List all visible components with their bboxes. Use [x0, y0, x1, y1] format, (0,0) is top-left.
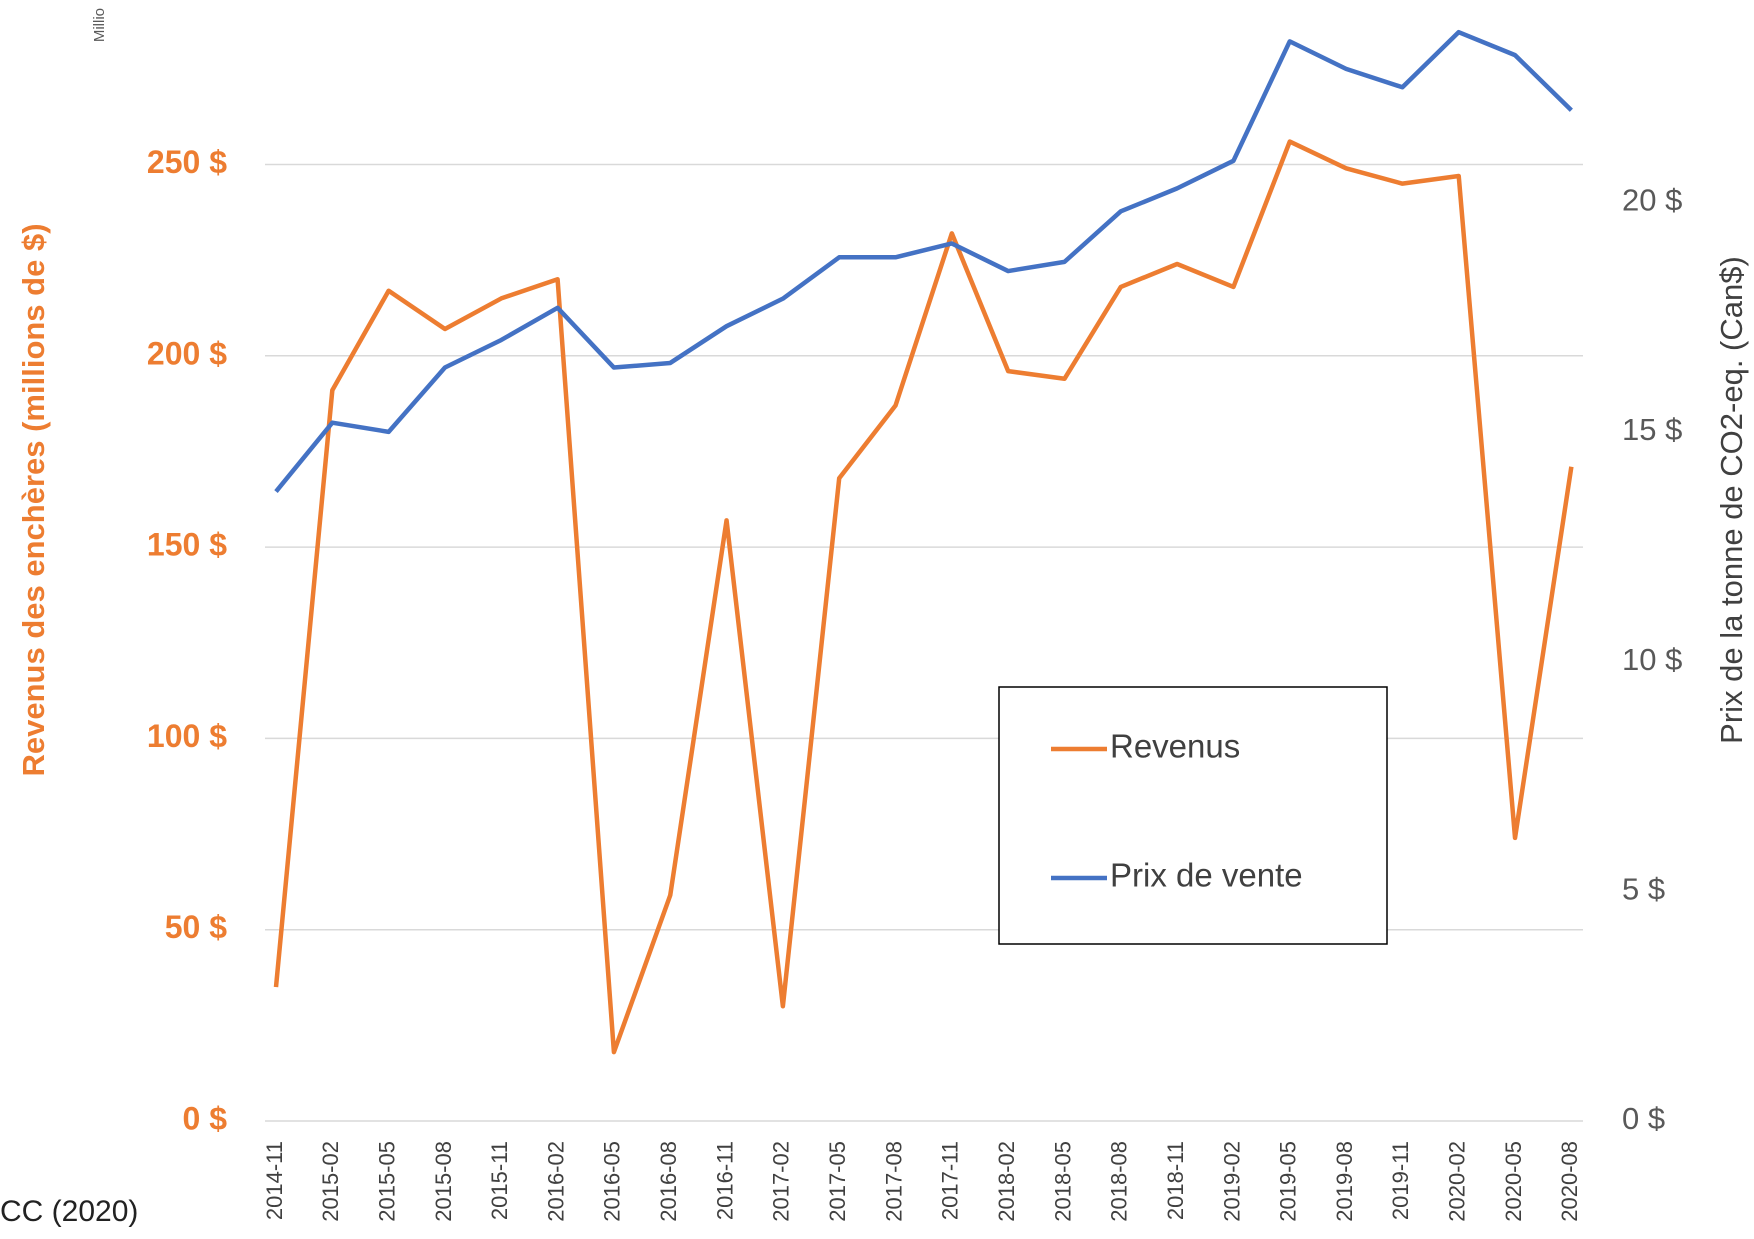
line-series: [273, 139, 1574, 1055]
x-tick-label: 2017-11: [938, 1141, 963, 1220]
x-tick-label: 2016-05: [600, 1141, 625, 1222]
y2-tick-label: 5 $: [1622, 871, 1665, 906]
x-tick-label: 2015-02: [318, 1141, 343, 1222]
y-axis-title: Revenus des enchères (millions de $): [16, 223, 51, 776]
line-series: [274, 29, 1573, 494]
x-tick-label: 2019-05: [1276, 1141, 1301, 1222]
legend-label: Prix de vente: [1110, 857, 1303, 894]
x-tick-label: 2020-02: [1445, 1141, 1470, 1222]
y-tick-label: 0 $: [183, 1100, 228, 1136]
x-tick-label: 2018-08: [1107, 1141, 1132, 1222]
y2-tick-label: 20 $: [1622, 182, 1682, 217]
x-tick-label: 2017-08: [881, 1141, 906, 1222]
x-tick-label: 2015-11: [487, 1141, 512, 1220]
x-tick-label: 2020-05: [1501, 1141, 1526, 1222]
legend: Revenus Prix de vente: [998, 686, 1388, 945]
x-tick-label: 2017-02: [769, 1141, 794, 1222]
x-tick-label: 2019-08: [1332, 1141, 1357, 1222]
y2-tick-label: 10 $: [1622, 642, 1682, 677]
y-tick-label: 200 $: [147, 335, 227, 371]
y2-tick-label: 0 $: [1622, 1101, 1665, 1136]
x-tick-label: 2014-11: [262, 1141, 287, 1220]
x-tick-label: 2018-02: [994, 1141, 1019, 1222]
x-tick-label: 2019-02: [1219, 1141, 1244, 1222]
x-tick-label: 2017-05: [825, 1141, 850, 1222]
x-tick-label: 2015-05: [374, 1141, 399, 1222]
x-tick-label: 2016-08: [656, 1141, 681, 1222]
corner-text: Millio: [91, 8, 108, 42]
x-tick-label: 2020-08: [1557, 1141, 1582, 1222]
x-tick-label: 2015-08: [431, 1141, 456, 1222]
y2-axis-title: Prix de la tonne de CO2-eq. (Can$): [1714, 256, 1749, 744]
y-tick-label: 150 $: [147, 527, 227, 563]
y-tick-label: 100 $: [147, 718, 227, 754]
legend-box: [998, 686, 1388, 945]
source: CC (2020): [0, 1195, 138, 1228]
y-tick-label: 50 $: [165, 909, 227, 945]
x-tick-label: 2016-11: [712, 1141, 737, 1220]
x-tick-label: 2019-11: [1388, 1141, 1413, 1220]
y2-tick-label: 15 $: [1622, 412, 1682, 447]
x-tick-label: 2016-02: [543, 1141, 568, 1222]
x-tick-label: 2018-05: [1050, 1141, 1075, 1222]
y-tick-label: 250 $: [147, 144, 227, 180]
legend-label: Revenus: [1110, 728, 1240, 765]
x-tick-label: 2018-11: [1163, 1141, 1188, 1220]
